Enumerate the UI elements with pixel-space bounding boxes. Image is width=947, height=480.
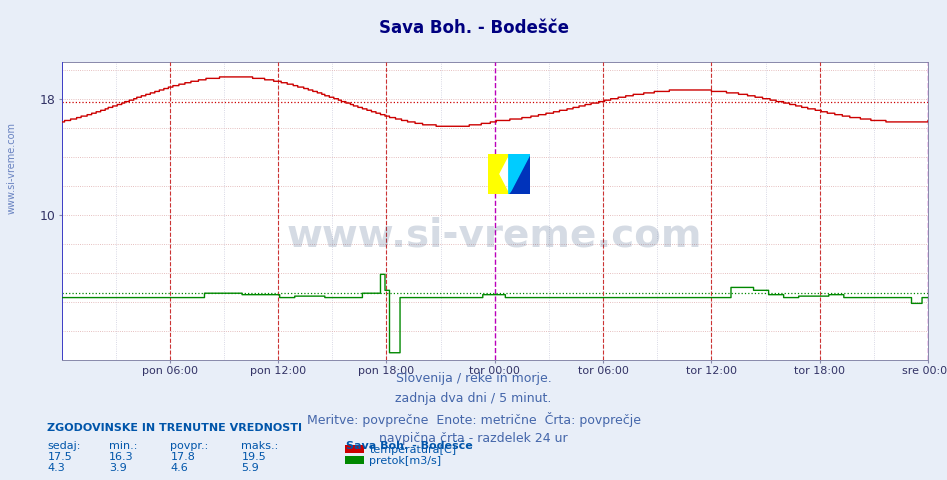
Text: www.si-vreme.com: www.si-vreme.com [287,216,703,254]
Polygon shape [488,154,509,194]
Polygon shape [488,154,509,194]
Text: ZGODOVINSKE IN TRENUTNE VREDNOSTI: ZGODOVINSKE IN TRENUTNE VREDNOSTI [47,423,302,433]
Text: 4.6: 4.6 [170,463,188,473]
Text: 5.9: 5.9 [241,463,259,473]
Text: povpr.:: povpr.: [170,441,208,451]
Text: 4.3: 4.3 [47,463,65,473]
Polygon shape [509,154,530,194]
Text: navpična črta - razdelek 24 ur: navpična črta - razdelek 24 ur [379,432,568,445]
Text: pretok[m3/s]: pretok[m3/s] [369,456,441,466]
Text: Sava Boh. - Bodešče: Sava Boh. - Bodešče [346,441,473,451]
Text: Sava Boh. - Bodešče: Sava Boh. - Bodešče [379,19,568,37]
Text: 17.8: 17.8 [170,452,195,462]
Text: Slovenija / reke in morje.: Slovenija / reke in morje. [396,372,551,385]
Polygon shape [509,174,530,194]
Text: 16.3: 16.3 [109,452,134,462]
Text: min.:: min.: [109,441,137,451]
Text: zadnja dva dni / 5 minut.: zadnja dva dni / 5 minut. [395,392,552,405]
Text: temperatura[C]: temperatura[C] [369,445,456,455]
Text: 19.5: 19.5 [241,452,266,462]
Text: sedaj:: sedaj: [47,441,80,451]
Text: Meritve: povprečne  Enote: metrične  Črta: povprečje: Meritve: povprečne Enote: metrične Črta:… [307,412,640,427]
Polygon shape [509,154,530,194]
Text: 17.5: 17.5 [47,452,72,462]
Polygon shape [509,154,530,194]
Text: maks.:: maks.: [241,441,278,451]
Text: 3.9: 3.9 [109,463,127,473]
Text: www.si-vreme.com: www.si-vreme.com [7,122,16,214]
